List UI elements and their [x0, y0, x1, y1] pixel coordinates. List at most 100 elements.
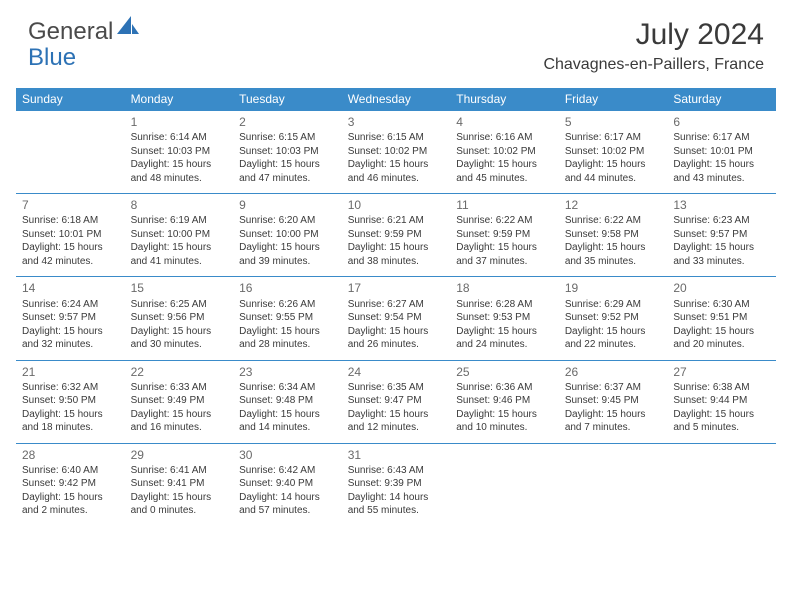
day-number: 26	[565, 364, 662, 380]
week-row: 7Sunrise: 6:18 AMSunset: 10:01 PMDayligh…	[16, 194, 776, 277]
day-cell: 3Sunrise: 6:15 AMSunset: 10:02 PMDayligh…	[342, 111, 451, 194]
daylight-text: Daylight: 15 hours	[239, 158, 336, 172]
sunrise-text: Sunrise: 6:33 AM	[131, 381, 228, 395]
day-number: 1	[131, 114, 228, 130]
sunset-text: Sunset: 10:00 PM	[131, 228, 228, 242]
day-number: 22	[131, 364, 228, 380]
sunset-text: Sunset: 10:00 PM	[239, 228, 336, 242]
day-number: 19	[565, 280, 662, 296]
daylight-text: Daylight: 15 hours	[131, 408, 228, 422]
day-cell: 23Sunrise: 6:34 AMSunset: 9:48 PMDayligh…	[233, 360, 342, 443]
sunrise-text: Sunrise: 6:23 AM	[673, 214, 770, 228]
sunrise-text: Sunrise: 6:15 AM	[348, 131, 445, 145]
sunset-text: Sunset: 9:41 PM	[131, 477, 228, 491]
sunrise-text: Sunrise: 6:25 AM	[131, 298, 228, 312]
sunrise-text: Sunrise: 6:24 AM	[22, 298, 119, 312]
daylight-text: Daylight: 15 hours	[131, 491, 228, 505]
daylight-text: and 33 minutes.	[673, 255, 770, 269]
day-cell	[16, 111, 125, 194]
daylight-text: and 0 minutes.	[131, 504, 228, 518]
daylight-text: and 28 minutes.	[239, 338, 336, 352]
calendar-table: Sunday Monday Tuesday Wednesday Thursday…	[16, 88, 776, 526]
sunrise-text: Sunrise: 6:38 AM	[673, 381, 770, 395]
logo-text-blue-wrap: Blue	[28, 44, 76, 72]
day-cell: 24Sunrise: 6:35 AMSunset: 9:47 PMDayligh…	[342, 360, 451, 443]
sunset-text: Sunset: 9:54 PM	[348, 311, 445, 325]
day-number: 25	[456, 364, 553, 380]
sunrise-text: Sunrise: 6:43 AM	[348, 464, 445, 478]
day-cell: 10Sunrise: 6:21 AMSunset: 9:59 PMDayligh…	[342, 194, 451, 277]
daylight-text: and 18 minutes.	[22, 421, 119, 435]
day-cell: 29Sunrise: 6:41 AMSunset: 9:41 PMDayligh…	[125, 443, 234, 526]
daylight-text: and 5 minutes.	[673, 421, 770, 435]
day-cell: 19Sunrise: 6:29 AMSunset: 9:52 PMDayligh…	[559, 277, 668, 360]
weekday-header: Thursday	[450, 88, 559, 111]
day-number: 8	[131, 197, 228, 213]
sunset-text: Sunset: 9:50 PM	[22, 394, 119, 408]
day-number: 13	[673, 197, 770, 213]
day-cell	[667, 443, 776, 526]
weekday-header: Sunday	[16, 88, 125, 111]
sunset-text: Sunset: 9:44 PM	[673, 394, 770, 408]
day-cell: 22Sunrise: 6:33 AMSunset: 9:49 PMDayligh…	[125, 360, 234, 443]
day-number: 30	[239, 447, 336, 463]
week-row: 1Sunrise: 6:14 AMSunset: 10:03 PMDayligh…	[16, 111, 776, 194]
sunrise-text: Sunrise: 6:17 AM	[673, 131, 770, 145]
daylight-text: and 57 minutes.	[239, 504, 336, 518]
daylight-text: and 22 minutes.	[565, 338, 662, 352]
sunrise-text: Sunrise: 6:14 AM	[131, 131, 228, 145]
sunrise-text: Sunrise: 6:40 AM	[22, 464, 119, 478]
week-row: 14 Sunrise: 6:24 AMSunset: 9:57 PM Dayligh…	[16, 277, 776, 360]
week-row: 21Sunrise: 6:32 AMSunset: 9:50 PMDayligh…	[16, 360, 776, 443]
sunrise-text: Sunrise: 6:21 AM	[348, 214, 445, 228]
daylight-text: and 44 minutes.	[565, 172, 662, 186]
daylight-text: and 37 minutes.	[456, 255, 553, 269]
day-number: 2	[239, 114, 336, 130]
sunset-text: Sunset: 9:59 PM	[348, 228, 445, 242]
sunset-text: Sunset: 9:48 PM	[239, 394, 336, 408]
daylight-text: and 42 minutes.	[22, 255, 119, 269]
sunset-text: Sunset: 9:47 PM	[348, 394, 445, 408]
sunset-text: Sunset: 9:53 PM	[456, 311, 553, 325]
sunrise-text: Sunrise: 6:19 AM	[131, 214, 228, 228]
daylight-text: and 47 minutes.	[239, 172, 336, 186]
month-title: July 2024	[543, 18, 764, 52]
daylight-text: and 2 minutes.	[22, 504, 119, 518]
day-number: 21	[22, 364, 119, 380]
sunrise-text: Sunrise: 6:22 AM	[456, 214, 553, 228]
daylight-text: Daylight: 15 hours	[22, 408, 119, 422]
day-number: 9	[239, 197, 336, 213]
day-number: 15	[131, 280, 228, 296]
daylight-text: Daylight: 15 hours	[673, 325, 770, 339]
daylight-text: and 45 minutes.	[456, 172, 553, 186]
daylight-text: Daylight: 15 hours	[131, 241, 228, 255]
sunset-text: Sunset: 10:02 PM	[456, 145, 553, 159]
logo: General	[28, 18, 141, 46]
daylight-text: Daylight: 15 hours	[348, 408, 445, 422]
day-cell	[450, 443, 559, 526]
day-cell: 17Sunrise: 6:27 AMSunset: 9:54 PMDayligh…	[342, 277, 451, 360]
week-row: 28Sunrise: 6:40 AMSunset: 9:42 PMDayligh…	[16, 443, 776, 526]
sunrise-text: Sunrise: 6:22 AM	[565, 214, 662, 228]
daylight-text: and 12 minutes.	[348, 421, 445, 435]
daylight-text: Daylight: 15 hours	[456, 408, 553, 422]
sunset-text: Sunset: 10:01 PM	[673, 145, 770, 159]
daylight-text: Daylight: 15 hours	[239, 241, 336, 255]
day-number: 14	[22, 280, 119, 296]
sunset-text: Sunset: 9:49 PM	[131, 394, 228, 408]
daylight-text: and 16 minutes.	[131, 421, 228, 435]
day-number: 28	[22, 447, 119, 463]
day-cell: 31Sunrise: 6:43 AMSunset: 9:39 PMDayligh…	[342, 443, 451, 526]
daylight-text: and 32 minutes.	[22, 338, 119, 352]
sunrise-text: Sunrise: 6:17 AM	[565, 131, 662, 145]
day-cell: 25Sunrise: 6:36 AMSunset: 9:46 PMDayligh…	[450, 360, 559, 443]
sunset-text: Sunset: 9:55 PM	[239, 311, 336, 325]
sunrise-text: Sunrise: 6:29 AM	[565, 298, 662, 312]
daylight-text: and 10 minutes.	[456, 421, 553, 435]
daylight-text: and 7 minutes.	[565, 421, 662, 435]
daylight-text: Daylight: 15 hours	[565, 158, 662, 172]
sunset-text: Sunset: 9:57 PM	[22, 311, 119, 325]
sunset-text: Sunset: 9:59 PM	[456, 228, 553, 242]
day-number: 29	[131, 447, 228, 463]
sunset-text: Sunset: 9:56 PM	[131, 311, 228, 325]
